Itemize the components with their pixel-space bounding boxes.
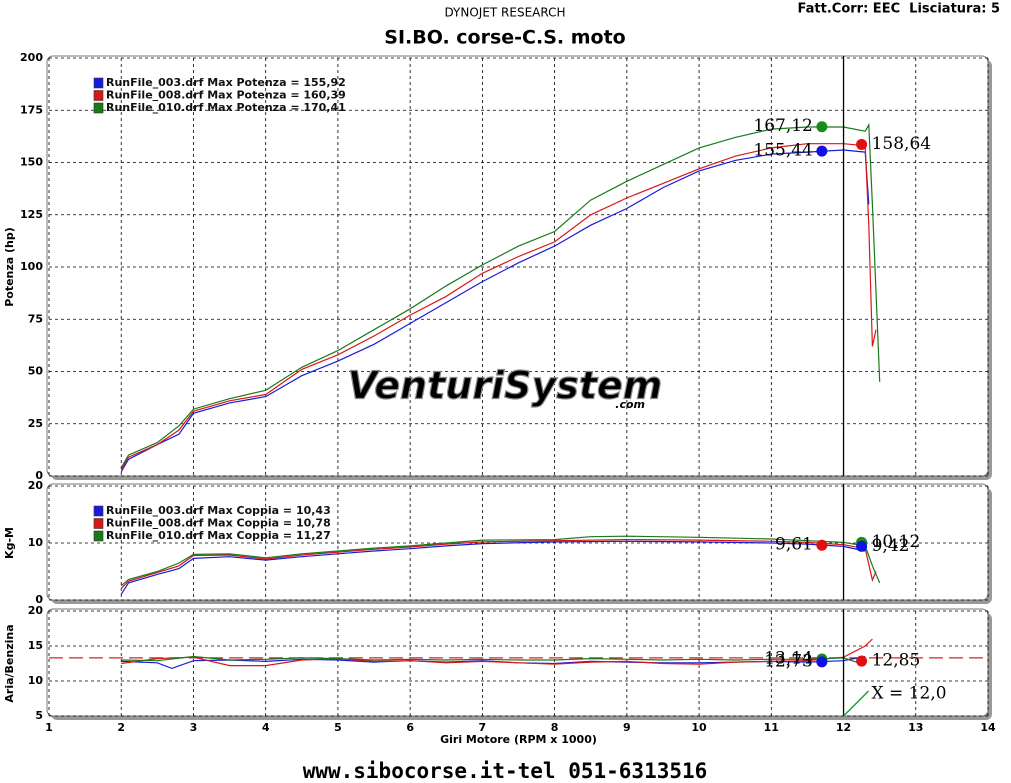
y-tick-label: 10 bbox=[28, 536, 44, 549]
y-tick-label: 0 bbox=[35, 469, 43, 482]
legend-swatch bbox=[93, 102, 104, 114]
x-tick-label: 12 bbox=[836, 721, 851, 734]
legend-swatch bbox=[93, 77, 104, 89]
series-line bbox=[121, 638, 873, 667]
x-tick-label: 4 bbox=[262, 721, 270, 734]
watermark-sub: .com bbox=[615, 398, 645, 411]
y-tick-label: 200 bbox=[20, 51, 43, 64]
footer: www.sibocorse.it-tel 051-6313516 bbox=[303, 759, 708, 783]
series-line bbox=[121, 655, 866, 666]
marker bbox=[816, 121, 828, 133]
y-axis-label: Potenza (hp) bbox=[3, 227, 16, 307]
series-line bbox=[120, 143, 877, 471]
marker-label: 13,14 bbox=[764, 649, 813, 669]
settings: Fatt.Corr: EEC Lisciatura: 5 bbox=[798, 2, 1000, 17]
x-tick-label: 5 bbox=[334, 721, 342, 734]
panel bbox=[46, 483, 989, 601]
y-tick-label: 150 bbox=[20, 156, 43, 169]
marker-label: 12,85 bbox=[872, 651, 921, 671]
watermark: VenturiSystem bbox=[348, 364, 663, 408]
x-tick-label: 7 bbox=[479, 721, 487, 734]
marker-label: 158,64 bbox=[872, 134, 931, 154]
marker-label: 9,61 bbox=[775, 535, 813, 555]
legend-label: RunFile_008.drf Max Potenza = 160,39 bbox=[106, 89, 346, 102]
y-tick-label: 0 bbox=[35, 593, 43, 606]
y-tick-label: 20 bbox=[28, 604, 44, 617]
x-axis-label: Giri Motore (RPM x 1000) bbox=[440, 733, 597, 746]
x-tick-label: 10 bbox=[691, 721, 707, 734]
marker-label: 167,12 bbox=[753, 116, 812, 136]
legend-label: RunFile_010.drf Max Potenza = 170,41 bbox=[106, 101, 346, 114]
legend-label: RunFile_008.drf Max Coppia = 10,78 bbox=[106, 517, 331, 530]
y-tick-label: 175 bbox=[20, 103, 43, 116]
y-tick-label: 5 bbox=[35, 709, 43, 722]
legend-label: RunFile_003.drf Max Coppia = 10,43 bbox=[106, 504, 331, 517]
x-tick-label: 2 bbox=[117, 721, 125, 734]
chart-title: SI.BO. corse-C.S. moto bbox=[384, 27, 625, 49]
marker bbox=[816, 656, 828, 668]
series-line bbox=[120, 122, 881, 468]
marker-label: 10,12 bbox=[872, 532, 921, 552]
cursor-label: X = 12,0 bbox=[872, 684, 947, 704]
marker bbox=[816, 145, 828, 157]
x-tick-label: 1 bbox=[45, 721, 53, 734]
legend-label: RunFile_003.drf Max Potenza = 155,92 bbox=[106, 76, 346, 89]
legend-label: RunFile_010.drf Max Coppia = 11,27 bbox=[106, 529, 331, 542]
x-tick-label: 14 bbox=[980, 721, 996, 734]
marker-label: 12,73 bbox=[764, 651, 813, 671]
y-axis-label: Aria/Benzina bbox=[3, 624, 16, 702]
x-tick-label: 6 bbox=[406, 721, 414, 734]
legend-swatch bbox=[93, 505, 104, 517]
y-tick-label: 50 bbox=[28, 365, 44, 378]
x-tick-label: 8 bbox=[551, 721, 559, 734]
legend-swatch bbox=[93, 90, 104, 101]
cursor-trace bbox=[843, 690, 869, 717]
y-tick-label: 100 bbox=[20, 260, 43, 273]
panel bbox=[46, 55, 989, 477]
legend-swatch bbox=[93, 530, 104, 542]
y-axis-label: Kg-M bbox=[3, 527, 16, 559]
series-line bbox=[120, 149, 870, 473]
brand: DYNOJET RESEARCH bbox=[444, 6, 565, 20]
x-tick-label: 13 bbox=[908, 721, 923, 734]
marker-label: 9,42 bbox=[872, 536, 910, 556]
legend-swatch bbox=[93, 518, 104, 529]
marker bbox=[856, 540, 868, 552]
y-tick-label: 20 bbox=[28, 479, 44, 492]
marker bbox=[856, 138, 868, 150]
y-tick-label: 25 bbox=[28, 417, 43, 430]
x-tick-label: 3 bbox=[190, 721, 198, 734]
marker bbox=[856, 655, 868, 667]
y-tick-label: 10 bbox=[28, 674, 44, 687]
marker-label: 155,44 bbox=[753, 141, 812, 161]
marker bbox=[816, 539, 828, 551]
x-tick-label: 9 bbox=[623, 721, 631, 734]
y-tick-label: 125 bbox=[20, 208, 43, 221]
y-tick-label: 15 bbox=[28, 639, 43, 652]
y-tick-label: 75 bbox=[28, 312, 43, 325]
x-tick-label: 11 bbox=[764, 721, 779, 734]
series-line bbox=[120, 540, 866, 595]
